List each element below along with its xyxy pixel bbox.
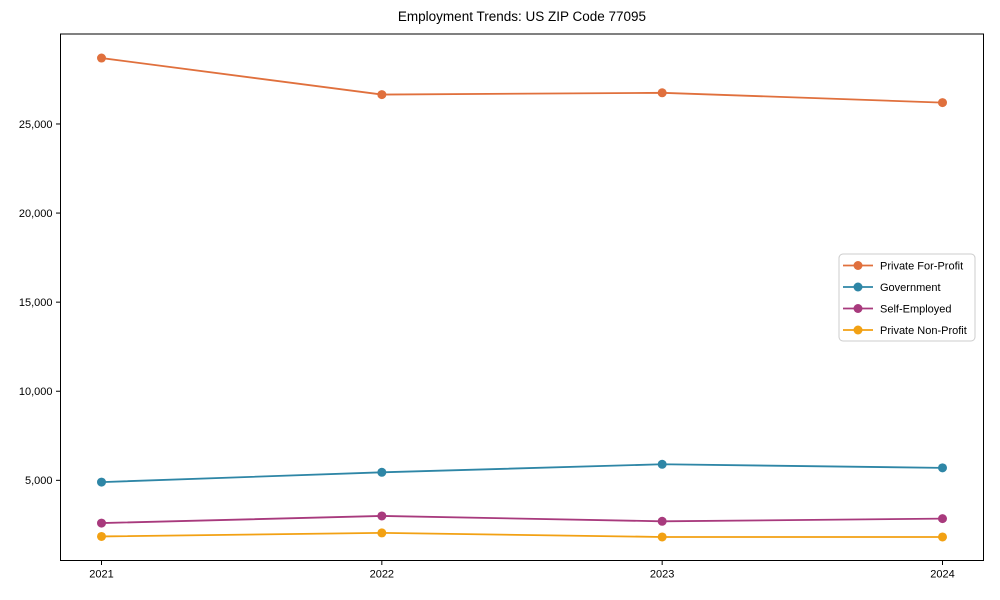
legend-marker-self-employed xyxy=(853,304,863,313)
data-point-self-employed-2021 xyxy=(97,518,106,528)
y-axis-tick-label: 10,000 xyxy=(19,386,53,398)
legend-marker-government xyxy=(853,282,863,292)
data-point-private-non-profit-2021 xyxy=(97,531,106,541)
y-axis-tick-label: 5,000 xyxy=(25,475,53,487)
data-point-private-for-profit-2021 xyxy=(97,53,106,63)
legend-label-private-non-profit: Private Non-Profit xyxy=(880,325,967,337)
x-axis-tick-label: 2022 xyxy=(370,569,394,581)
data-point-private-non-profit-2023 xyxy=(657,532,667,542)
chart-title: Employment Trends: US ZIP Code 77095 xyxy=(398,9,646,24)
legend-label-self-employed: Self-Employed xyxy=(880,303,952,315)
series-line-self-employed xyxy=(100,515,944,524)
data-point-private-for-profit-2022 xyxy=(377,90,387,100)
legend-box xyxy=(838,253,976,342)
y-axis-tick-label: 25,000 xyxy=(19,119,53,131)
data-point-self-employed-2024 xyxy=(938,514,947,524)
data-point-government-2022 xyxy=(377,467,387,477)
data-point-private-non-profit-2024 xyxy=(938,532,947,542)
data-point-private-non-profit-2022 xyxy=(377,528,387,538)
x-axis-tick-label: 2023 xyxy=(650,569,674,581)
series-line-private-non-profit xyxy=(100,531,944,538)
legend-label-government: Government xyxy=(880,282,941,294)
legend-marker-private-non-profit xyxy=(853,325,863,335)
data-point-private-for-profit-2023 xyxy=(657,88,667,98)
data-point-government-2023 xyxy=(657,459,667,469)
data-point-self-employed-2023 xyxy=(657,516,667,526)
legend-marker-private-for-profit xyxy=(853,261,863,270)
data-point-government-2021 xyxy=(97,477,106,487)
data-point-government-2024 xyxy=(938,463,947,473)
data-point-self-employed-2022 xyxy=(377,511,387,521)
x-axis-tick-label: 2024 xyxy=(930,569,954,581)
y-axis-tick-label: 15,000 xyxy=(19,297,53,309)
data-point-private-for-profit-2024 xyxy=(938,98,947,108)
legend-label-private-for-profit: Private For-Profit xyxy=(880,260,963,272)
series-line-private-for-profit xyxy=(100,57,944,104)
series-line-government xyxy=(100,463,944,484)
x-axis-tick-label: 2021 xyxy=(89,569,113,581)
y-axis-tick-label: 20,000 xyxy=(19,208,53,220)
plot-border xyxy=(60,33,984,561)
